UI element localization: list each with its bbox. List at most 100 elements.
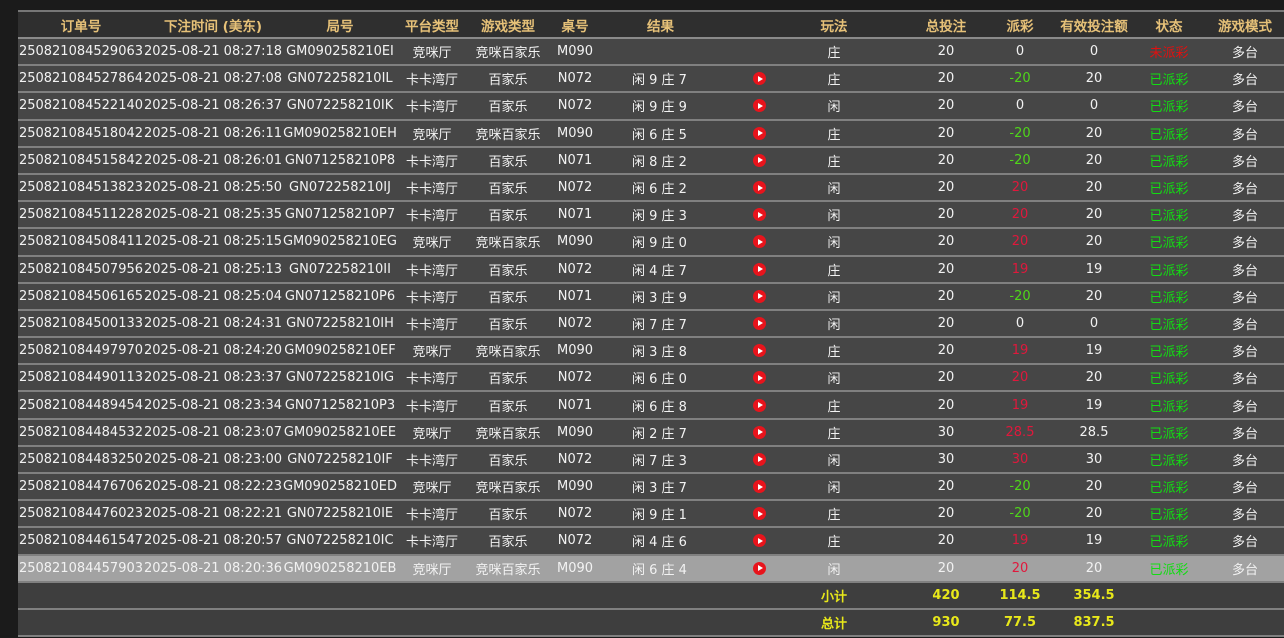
table-row[interactable]: 250821084529063 2025-08-21 08:27:18 GM0902…	[18, 38, 1284, 67]
table-row[interactable]: 250821084500133 2025-08-21 08:24:31 GN0722…	[18, 309, 1284, 339]
video-cell	[718, 364, 800, 393]
table-row[interactable]: 250821084506165 2025-08-21 08:25:04 GN0712…	[18, 282, 1284, 311]
cell-result: 闲 6 庄 5	[600, 119, 718, 148]
header-time: 下注时间 (美东)	[144, 12, 282, 39]
table-row[interactable]: 250821084461547 2025-08-21 08:20:57 GN0722…	[18, 527, 1284, 556]
cell-valid: 0	[1056, 92, 1132, 121]
table-row[interactable]: 250821084489454 2025-08-21 08:23:34 GN0712…	[18, 391, 1284, 420]
cell-result: 闲 7 庄 7	[600, 309, 718, 339]
video-cell	[718, 119, 800, 148]
table-row[interactable]: 250821084476706 2025-08-21 08:22:23 GM0902…	[18, 473, 1284, 502]
header-mode: 游戏模式	[1206, 12, 1284, 39]
cell-bet: 20	[908, 309, 984, 339]
cell-round: GM090258210EF	[282, 337, 398, 366]
cell-bet: 20	[908, 228, 984, 257]
cell-platform: 卡卡湾厅	[398, 391, 466, 420]
cell-play: 庄	[800, 500, 868, 529]
cell-time: 2025-08-21 08:24:31	[144, 309, 282, 339]
play-video-icon[interactable]	[752, 181, 766, 195]
table-row[interactable]: 250821084513823 2025-08-21 08:25:50 GN0722…	[18, 173, 1284, 203]
cell-game: 百家乐	[466, 445, 550, 475]
cell-game: 百家乐	[466, 65, 550, 94]
play-video-icon[interactable]	[752, 534, 766, 548]
table-row[interactable]: 250821084484532 2025-08-21 08:23:07 GM0902…	[18, 418, 1284, 447]
cell-table: N072	[550, 255, 600, 284]
table-row[interactable]: 250821084483250 2025-08-21 08:23:00 GN0722…	[18, 445, 1284, 475]
table-row[interactable]: 250821084522140 2025-08-21 08:26:37 GN0722…	[18, 92, 1284, 121]
cell-round: GN072258210IK	[282, 92, 398, 121]
header-round: 局号	[282, 12, 398, 39]
play-video-icon[interactable]	[752, 371, 766, 385]
cell-game: 竞咪百家乐	[466, 473, 550, 502]
table-row[interactable]: 250821084476023 2025-08-21 08:22:21 GN0722…	[18, 500, 1284, 529]
cell-bet: 20	[908, 391, 984, 420]
play-video-icon[interactable]	[752, 153, 766, 167]
play-video-icon[interactable]	[752, 126, 766, 140]
table-row[interactable]: 250821084507956 2025-08-21 08:25:13 GN0722…	[18, 255, 1284, 284]
play-video-icon[interactable]	[752, 507, 766, 521]
total-payout: 77.5	[984, 608, 1056, 637]
play-video-icon[interactable]	[752, 235, 766, 249]
cell-valid: 19	[1056, 255, 1132, 284]
spacer-cell	[868, 119, 908, 148]
cell-order: 250821084511228	[18, 201, 144, 230]
cell-result: 闲 4 庄 7	[600, 255, 718, 284]
video-cell	[718, 146, 800, 175]
cell-platform: 竞咪厅	[398, 38, 466, 67]
cell-result: 闲 7 庄 3	[600, 445, 718, 475]
play-video-icon[interactable]	[752, 398, 766, 412]
cell-status: 已派彩	[1132, 146, 1206, 175]
play-video-icon[interactable]	[752, 289, 766, 303]
cell-order: 250821084476706	[18, 473, 144, 502]
play-video-icon[interactable]	[752, 425, 766, 439]
cell-time: 2025-08-21 08:25:35	[144, 201, 282, 230]
cell-order: 250821084489454	[18, 391, 144, 420]
subtotal-row: 小计 420 114.5 354.5	[18, 581, 1284, 610]
cell-game: 百家乐	[466, 201, 550, 230]
cell-payout: -20	[984, 65, 1056, 94]
cell-round: GN071258210P8	[282, 146, 398, 175]
table-row[interactable]: 250821084490113 2025-08-21 08:23:37 GN0722…	[18, 364, 1284, 393]
table-row[interactable]: 250821084515842 2025-08-21 08:26:01 GN0712…	[18, 146, 1284, 175]
cell-payout: -20	[984, 146, 1056, 175]
play-video-icon[interactable]	[752, 561, 766, 575]
cell-play: 庄	[800, 337, 868, 366]
cell-game: 百家乐	[466, 527, 550, 556]
table-row[interactable]: 250821084457903 2025-08-21 08:20:36 GM0902…	[18, 554, 1284, 583]
cell-platform: 卡卡湾厅	[398, 445, 466, 475]
total-bet: 930	[908, 608, 984, 637]
table-row[interactable]: 250821084508411 2025-08-21 08:25:15 GM0902…	[18, 228, 1284, 257]
cell-status: 已派彩	[1132, 309, 1206, 339]
cell-status: 已派彩	[1132, 500, 1206, 529]
cell-mode: 多台	[1206, 445, 1284, 475]
cell-valid: 19	[1056, 391, 1132, 420]
cell-platform: 卡卡湾厅	[398, 146, 466, 175]
cell-game: 竞咪百家乐	[466, 119, 550, 148]
play-video-icon[interactable]	[752, 99, 766, 113]
cell-result: 闲 6 庄 2	[600, 173, 718, 203]
table-row[interactable]: 250821084518042 2025-08-21 08:26:11 GM0902…	[18, 119, 1284, 148]
play-video-icon[interactable]	[752, 316, 766, 330]
cell-status: 已派彩	[1132, 445, 1206, 475]
table-row[interactable]: 250821084511228 2025-08-21 08:25:35 GN0712…	[18, 201, 1284, 230]
play-video-icon[interactable]	[752, 208, 766, 222]
play-video-icon[interactable]	[752, 480, 766, 494]
play-video-icon[interactable]	[752, 72, 766, 86]
table-row[interactable]: 250821084527864 2025-08-21 08:27:08 GN0722…	[18, 65, 1284, 94]
cell-time: 2025-08-21 08:23:00	[144, 445, 282, 475]
play-video-icon[interactable]	[752, 262, 766, 276]
cell-time: 2025-08-21 08:27:08	[144, 65, 282, 94]
cell-table: M090	[550, 337, 600, 366]
play-video-icon[interactable]	[752, 452, 766, 466]
cell-round: GN072258210IC	[282, 527, 398, 556]
cell-order: 250821084515842	[18, 146, 144, 175]
video-cell	[718, 527, 800, 556]
cell-result: 闲 6 庄 0	[600, 364, 718, 393]
cell-valid: 30	[1056, 445, 1132, 475]
header-spacer	[868, 12, 908, 39]
cell-status: 已派彩	[1132, 173, 1206, 203]
table-row[interactable]: 250821084497970 2025-08-21 08:24:20 GM0902…	[18, 337, 1284, 366]
play-video-icon[interactable]	[752, 344, 766, 358]
cell-mode: 多台	[1206, 146, 1284, 175]
cell-game: 百家乐	[466, 173, 550, 203]
